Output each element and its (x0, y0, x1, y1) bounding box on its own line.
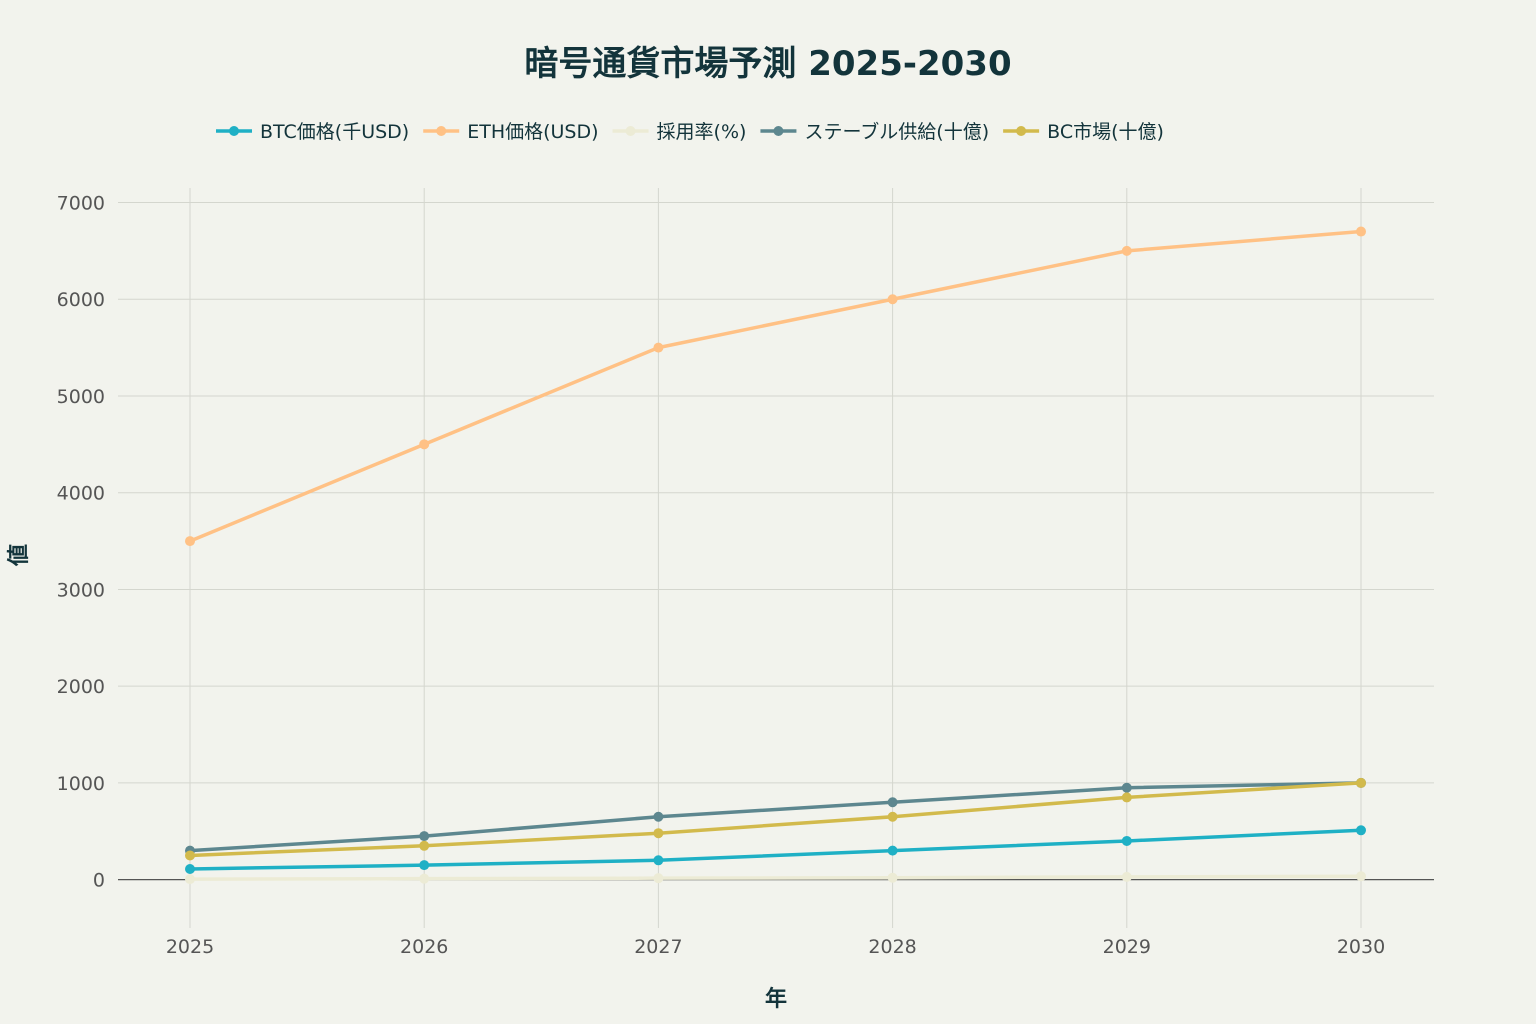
y-tick-label: 2000 (57, 676, 105, 698)
series-layer (185, 226, 1366, 885)
data-point (419, 840, 430, 851)
data-point (185, 874, 195, 885)
legend-swatch-marker (1016, 126, 1027, 136)
data-point (185, 863, 195, 874)
data-point (1121, 782, 1132, 793)
x-tick-label: 2026 (400, 936, 448, 958)
data-point (1121, 835, 1132, 846)
grid-lines (118, 188, 1434, 928)
y-axis-ticks: 0 1000 2000 3000 4000 5000 6000 7000 (57, 193, 105, 892)
data-point (419, 831, 430, 842)
data-point (653, 342, 664, 353)
data-point (1356, 825, 1366, 836)
legend-swatch-marker (773, 126, 784, 136)
x-tick-label: 2027 (634, 936, 682, 958)
data-point (1121, 245, 1132, 256)
legend-item[interactable]: ETH価格(USD) (423, 121, 599, 143)
data-point (887, 872, 898, 883)
y-tick-label: 7000 (57, 193, 105, 215)
series-1 (185, 226, 1366, 547)
legend-item[interactable]: ステーブル供給(十億) (760, 120, 989, 143)
series-0 (185, 825, 1366, 874)
series-line (188, 781, 1363, 858)
series-4 (185, 777, 1366, 861)
legend-label: 採用率(%) (657, 121, 747, 143)
legend-label: BC市場(十億) (1047, 121, 1164, 143)
data-point (1356, 226, 1366, 237)
data-point (1356, 871, 1366, 882)
x-axis-ticks: 2025 2026 2027 2028 2029 2030 (166, 936, 1385, 958)
series-line (188, 781, 1363, 853)
x-axis-title: 年 (765, 986, 787, 1012)
series-line (188, 828, 1363, 871)
data-point (185, 536, 195, 547)
data-point (1356, 777, 1366, 788)
legend-swatch-marker (625, 126, 636, 136)
y-tick-label: 1000 (57, 773, 105, 795)
data-point (419, 873, 430, 884)
legend: BTC価格(千USD) ETH価格(USD) 採用率(%) ステーブル供給(十億) BC… (216, 120, 1164, 143)
legend-label: BTC価格(千USD) (260, 121, 409, 143)
legend-label: ステーブル供給(十億) (804, 120, 989, 143)
legend-item[interactable]: 採用率(%) (612, 121, 747, 143)
legend-swatch-marker (436, 126, 447, 136)
legend-item[interactable]: BC市場(十億) (1003, 121, 1164, 143)
data-point (1121, 792, 1132, 803)
y-axis-title: 値 (7, 544, 32, 567)
chart-title: 暗号通貨市場予測 2025-2030 (524, 44, 1011, 84)
data-point (1121, 871, 1132, 882)
series-line (188, 874, 1363, 881)
y-tick-label: 5000 (57, 386, 105, 408)
data-point (653, 873, 664, 884)
x-tick-label: 2030 (1337, 936, 1385, 958)
data-point (419, 439, 430, 450)
legend-swatch-marker (229, 126, 239, 136)
data-point (185, 850, 195, 861)
data-point (419, 860, 430, 871)
y-tick-label: 6000 (57, 289, 105, 311)
data-point (887, 845, 898, 856)
legend-label: ETH価格(USD) (467, 121, 598, 143)
x-tick-label: 2025 (166, 936, 214, 958)
y-tick-label: 4000 (57, 483, 105, 505)
series-3 (185, 777, 1366, 856)
x-tick-label: 2028 (868, 936, 916, 958)
y-tick-label: 0 (93, 870, 105, 892)
series-line (188, 229, 1363, 543)
data-point (887, 294, 898, 305)
legend-item[interactable]: BTC価格(千USD) (216, 121, 409, 143)
series-2 (185, 871, 1366, 885)
x-tick-label: 2029 (1103, 936, 1151, 958)
data-point (653, 855, 664, 866)
data-point (653, 811, 664, 822)
data-point (887, 797, 898, 808)
data-point (887, 811, 898, 822)
y-tick-label: 3000 (57, 579, 105, 601)
data-point (653, 828, 664, 839)
